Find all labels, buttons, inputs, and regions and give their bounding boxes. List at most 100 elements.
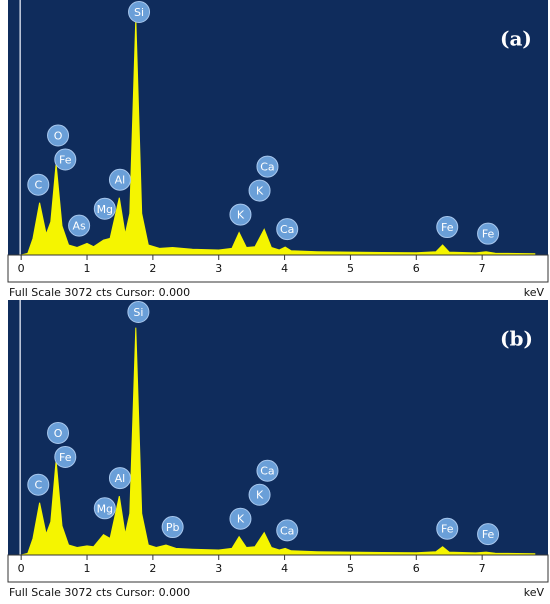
peak-bubble xyxy=(93,497,116,520)
x-unit: keV xyxy=(524,286,545,299)
peak-label-text: Al xyxy=(115,174,126,187)
peak-label-text: Fe xyxy=(59,451,72,464)
peak-label-text: Al xyxy=(115,472,126,485)
x-tick-label: 4 xyxy=(281,262,288,275)
peak-bubble xyxy=(276,519,299,542)
plot-background xyxy=(8,0,548,255)
peak-label: Fe xyxy=(436,216,459,239)
axis-strip xyxy=(7,554,549,583)
peak-bubble xyxy=(256,155,279,178)
spectrum xyxy=(21,327,536,556)
x-unit: keV xyxy=(524,586,545,599)
peak-bubble xyxy=(256,459,279,482)
peak-bubble xyxy=(229,203,252,226)
peak-bubble xyxy=(47,124,70,147)
peak-label-text: Fe xyxy=(441,523,454,536)
peak-label: C xyxy=(27,473,50,496)
peak-label-text: K xyxy=(237,513,245,526)
peak-bubble xyxy=(93,197,116,220)
x-tick-label: 7 xyxy=(479,562,486,575)
peak-bubble xyxy=(477,523,500,546)
peak-label: Mg xyxy=(93,497,116,520)
x-tick-label: 6 xyxy=(413,262,420,275)
peak-bubble xyxy=(248,179,271,202)
x-tick-label: 0 xyxy=(18,562,25,575)
peak-label: O xyxy=(47,421,70,444)
peak-label: Ca xyxy=(276,519,299,542)
peak-bubble xyxy=(436,517,459,540)
x-tick-label: 3 xyxy=(215,262,222,275)
peak-label-text: Ca xyxy=(280,524,294,537)
peak-label: K xyxy=(248,179,271,202)
peak-label: Mg xyxy=(93,197,116,220)
peak-label-text: Fe xyxy=(441,221,454,234)
peak-bubble xyxy=(108,168,131,191)
peak-label-text: Ca xyxy=(280,223,294,236)
peak-label: K xyxy=(229,507,252,530)
peak-label: Pb xyxy=(161,516,184,539)
peak-label: Fe xyxy=(54,445,77,468)
peak-label-text: Pb xyxy=(166,521,180,534)
peak-bubble xyxy=(27,473,50,496)
peak-label: Fe xyxy=(54,148,77,171)
peak-label-text: O xyxy=(54,130,63,143)
peak-label: O xyxy=(47,124,70,147)
x-tick-label: 5 xyxy=(347,262,354,275)
peak-label-text: Fe xyxy=(59,154,72,167)
x-tick-label: 3 xyxy=(215,562,222,575)
peak-label-text: C xyxy=(34,479,42,492)
x-tick-label: 1 xyxy=(84,262,91,275)
peak-label: Ca xyxy=(256,459,279,482)
peak-bubble xyxy=(27,173,50,196)
peak-bubble xyxy=(436,216,459,239)
peak-label: Ca xyxy=(256,155,279,178)
peak-bubble xyxy=(248,483,271,506)
peak-label-text: Fe xyxy=(482,528,495,541)
x-tick-label: 1 xyxy=(84,562,91,575)
peak-bubble xyxy=(161,516,184,539)
peak-label-text: Si xyxy=(133,306,143,319)
peak-label: Fe xyxy=(436,517,459,540)
peak-label-text: K xyxy=(237,209,245,222)
peak-label: K xyxy=(248,483,271,506)
x-tick-label: 2 xyxy=(149,262,156,275)
peak-label-text: Si xyxy=(134,6,144,19)
panel-label: (b) xyxy=(500,327,533,351)
peak-label: As xyxy=(68,214,91,237)
peak-label: Fe xyxy=(477,523,500,546)
peak-bubble xyxy=(54,148,77,171)
peak-label-text: As xyxy=(72,220,86,233)
peak-label-text: Ca xyxy=(260,161,274,174)
x-tick-label: 2 xyxy=(149,562,156,575)
peak-bubble xyxy=(68,214,91,237)
x-tick-label: 0 xyxy=(18,262,25,275)
peak-label: Ca xyxy=(276,218,299,241)
peak-label-text: O xyxy=(54,427,63,440)
peak-bubble xyxy=(47,421,70,444)
peak-label-text: K xyxy=(256,489,264,502)
peak-bubble xyxy=(127,301,150,323)
peak-label: Fe xyxy=(477,222,500,245)
x-tick-label: 6 xyxy=(413,562,420,575)
peak-label: Si xyxy=(128,1,151,23)
peak-bubble xyxy=(54,445,77,468)
x-tick-label: 7 xyxy=(479,262,486,275)
plot-background xyxy=(8,300,548,555)
peak-bubble xyxy=(229,507,252,530)
peak-label: Si xyxy=(127,301,150,323)
panel-label: (a) xyxy=(500,27,532,51)
peak-bubble xyxy=(128,1,151,23)
peak-label-text: Ca xyxy=(260,465,274,478)
peak-label: Al xyxy=(108,168,131,191)
peak-label-text: Mg xyxy=(97,203,113,216)
peak-label-text: C xyxy=(34,179,42,192)
peak-label: C xyxy=(27,173,50,196)
peak-bubble xyxy=(477,222,500,245)
peak-label-text: Fe xyxy=(482,228,495,241)
peak-bubble xyxy=(276,218,299,241)
axis-strip xyxy=(7,254,549,283)
peak-label-text: K xyxy=(256,185,264,198)
peak-label-text: Mg xyxy=(97,502,113,515)
